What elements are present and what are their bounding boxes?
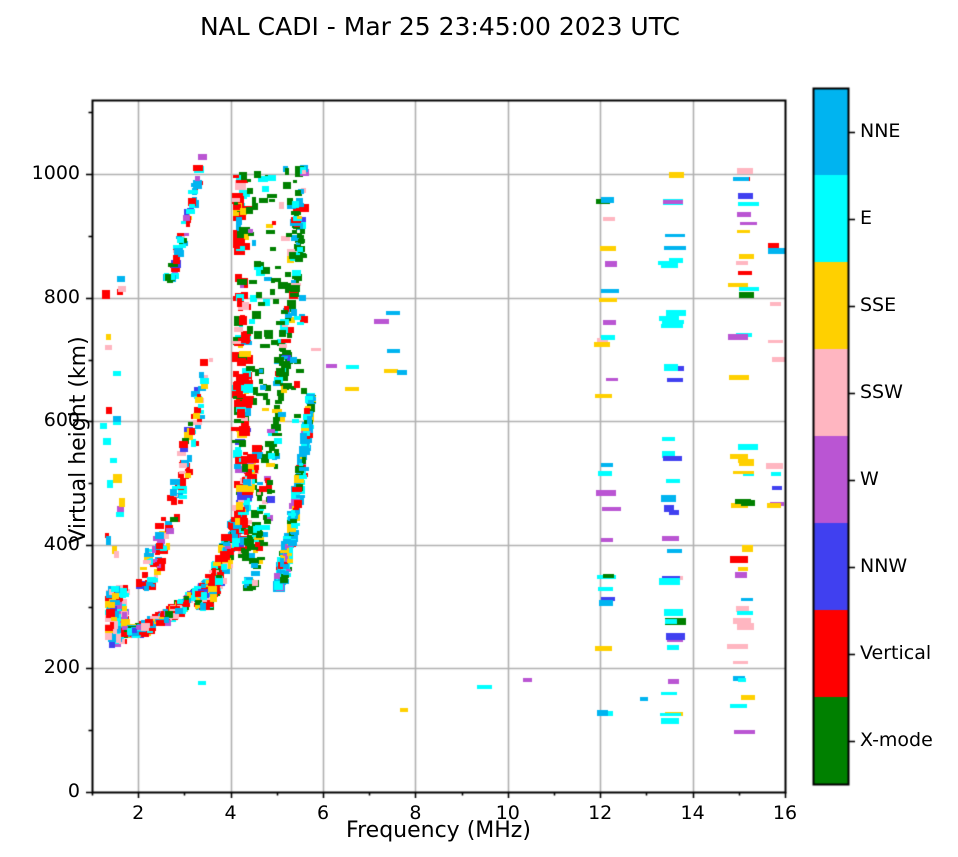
colorbar-tick-label-e: E bbox=[860, 206, 873, 229]
colorbar-tick-label-vertical: Vertical bbox=[860, 641, 932, 664]
y-tick-label: 200 bbox=[43, 656, 80, 679]
colorbar-tick-label-nnw: NNW bbox=[860, 554, 908, 577]
y-tick-label: 1000 bbox=[31, 162, 80, 185]
colorbar-tick-label-ssw: SSW bbox=[860, 380, 903, 403]
y-tick-label: 600 bbox=[43, 409, 80, 432]
colorbar-tick-label-nne: NNE bbox=[860, 119, 901, 142]
x-tick-label: 14 bbox=[680, 802, 705, 824]
y-tick-label: 400 bbox=[43, 532, 80, 555]
x-tick-label: 12 bbox=[588, 802, 613, 824]
colorbar-tick-label-sse: SSE bbox=[860, 293, 897, 316]
x-axis-label: Frequency (MHz) bbox=[346, 818, 531, 843]
y-tick-label: 0 bbox=[67, 780, 80, 802]
colorbar-tick-label-w: W bbox=[860, 467, 879, 490]
x-tick-label: 4 bbox=[224, 802, 237, 824]
x-tick-label: 2 bbox=[132, 802, 145, 824]
colorbar-tick-label-x-mode: X-mode bbox=[860, 728, 933, 751]
x-tick-label: 8 bbox=[409, 802, 422, 824]
x-tick-label: 10 bbox=[495, 802, 520, 824]
x-tick-label: 16 bbox=[772, 802, 798, 824]
y-tick-label: 800 bbox=[43, 285, 80, 308]
x-tick-label: 6 bbox=[316, 802, 330, 824]
